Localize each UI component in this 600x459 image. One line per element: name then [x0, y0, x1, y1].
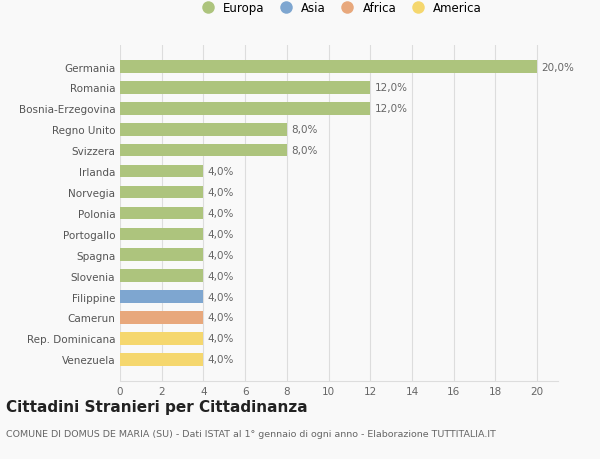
- Text: COMUNE DI DOMUS DE MARIA (SU) - Dati ISTAT al 1° gennaio di ogni anno - Elaboraz: COMUNE DI DOMUS DE MARIA (SU) - Dati IST…: [6, 429, 496, 438]
- Bar: [120, 312, 203, 324]
- Text: 4,0%: 4,0%: [208, 250, 234, 260]
- Bar: [120, 103, 370, 115]
- Bar: [120, 291, 203, 303]
- Text: 4,0%: 4,0%: [208, 292, 234, 302]
- Bar: [120, 61, 537, 73]
- Bar: [120, 124, 287, 136]
- Legend: Europa, Asia, Africa, America: Europa, Asia, Africa, America: [194, 0, 484, 17]
- Bar: [120, 82, 370, 95]
- Text: 4,0%: 4,0%: [208, 271, 234, 281]
- Bar: [120, 249, 203, 262]
- Text: 4,0%: 4,0%: [208, 208, 234, 218]
- Bar: [120, 207, 203, 220]
- Text: 4,0%: 4,0%: [208, 354, 234, 364]
- Bar: [120, 228, 203, 241]
- Bar: [120, 270, 203, 282]
- Text: 4,0%: 4,0%: [208, 313, 234, 323]
- Text: 4,0%: 4,0%: [208, 334, 234, 344]
- Bar: [120, 186, 203, 199]
- Text: 12,0%: 12,0%: [374, 104, 407, 114]
- Bar: [120, 145, 287, 157]
- Bar: [120, 353, 203, 366]
- Text: 8,0%: 8,0%: [291, 125, 317, 135]
- Text: 4,0%: 4,0%: [208, 167, 234, 177]
- Text: 4,0%: 4,0%: [208, 188, 234, 197]
- Text: 12,0%: 12,0%: [374, 83, 407, 93]
- Text: 20,0%: 20,0%: [541, 62, 574, 73]
- Text: Cittadini Stranieri per Cittadinanza: Cittadini Stranieri per Cittadinanza: [6, 399, 308, 414]
- Text: 4,0%: 4,0%: [208, 230, 234, 239]
- Text: 8,0%: 8,0%: [291, 146, 317, 156]
- Bar: [120, 332, 203, 345]
- Bar: [120, 165, 203, 178]
